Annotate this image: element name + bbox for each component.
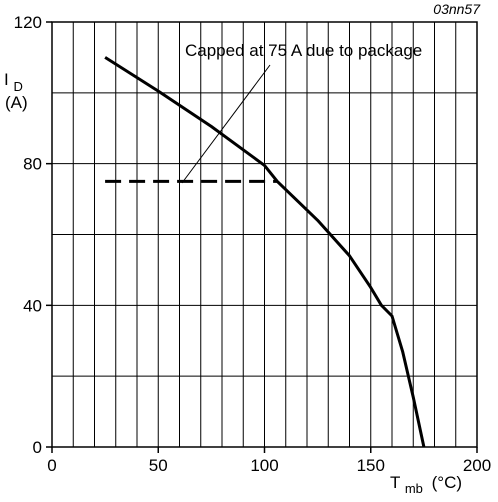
y-tick-label: 0 (33, 438, 42, 457)
y-tick-labels: 0 40 80 120 (14, 13, 52, 457)
x-tick-labels: 0 50 100 150 200 (47, 447, 491, 475)
y-axis-label-sub: D (13, 79, 22, 94)
series-group (104, 56, 426, 448)
grid-lines (52, 22, 477, 447)
x-axis-label: T mb (°C) (390, 473, 462, 497)
x-tick-label: 150 (357, 456, 385, 475)
x-tick-label: 0 (47, 456, 56, 475)
derating-curve (104, 56, 426, 448)
y-tick-label: 120 (14, 13, 42, 32)
y-tick-label: 40 (23, 296, 42, 315)
y-axis-label-main: I (4, 70, 9, 89)
x-axis-label-unit: (°C) (432, 473, 462, 492)
x-tick-label: 200 (463, 456, 491, 475)
y-axis-label: I D (4, 70, 23, 94)
annotation-text: Capped at 75 A due to package (185, 41, 422, 60)
annotation-leader-line (181, 64, 271, 184)
y-axis-unit: (A) (5, 93, 28, 112)
x-axis-label-sub: mb (405, 481, 423, 496)
y-tick-label: 80 (23, 155, 42, 174)
x-tick-label: 50 (149, 456, 168, 475)
figure-id: 03nn57 (433, 1, 481, 17)
x-axis-label-main: T (390, 473, 400, 492)
x-tick-label: 100 (250, 456, 278, 475)
